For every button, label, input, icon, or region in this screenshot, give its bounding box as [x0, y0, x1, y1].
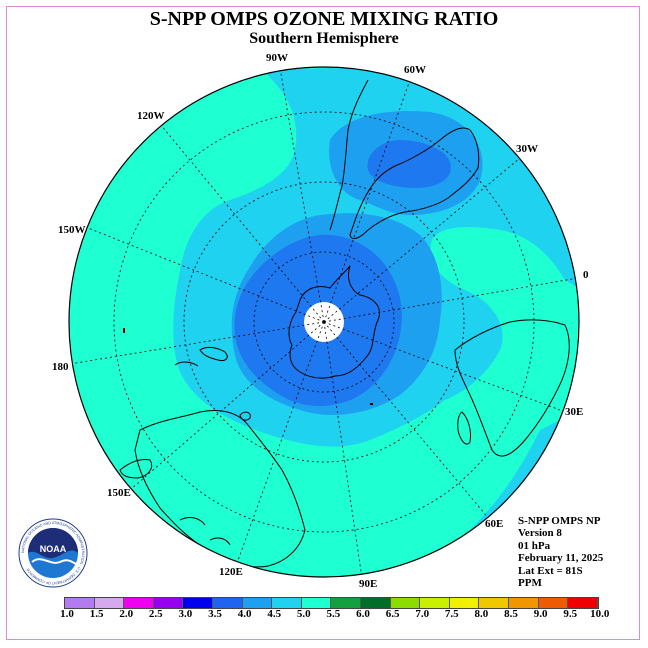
colorbar-tick-label: 8.0	[474, 608, 489, 620]
antarctica-coast	[288, 265, 380, 379]
colorbar-swatch	[183, 598, 213, 608]
longitude-label-150w: 150W	[58, 224, 86, 236]
coastlines	[119, 79, 570, 568]
latitude-lines	[113, 111, 535, 533]
indonesia	[179, 517, 231, 546]
map-boundary	[68, 66, 580, 578]
colorbar-tick-label: 8.5	[504, 608, 518, 620]
image-frame	[6, 6, 640, 640]
colorbar-tick-label: 1.0	[60, 608, 74, 620]
longitude-label-90e: 90E	[359, 578, 378, 590]
map-subtitle: Southern Hemisphere	[249, 30, 399, 47]
colorbar-swatch	[538, 598, 569, 608]
longitude-label-90w: 90W	[266, 52, 288, 64]
noaa-logo: NOAA NATIONAL OCEANIC AND ATMOSPHERIC AD…	[18, 518, 88, 588]
colorbar-swatch	[153, 598, 184, 608]
colorbar-tick-label: 6.5	[385, 608, 400, 620]
colorbar-tick-label: 7.0	[415, 608, 430, 620]
pressure-level-label: 01 hPa	[518, 539, 551, 552]
colorbar-tick-label: 10.0	[590, 608, 610, 620]
colorbar-tick-label: 4.5	[267, 608, 282, 620]
colorbar	[64, 597, 599, 609]
map-title: S-NPP OMPS OZONE MIXING RATIO	[149, 8, 499, 30]
tasmania	[239, 411, 251, 421]
colorbar-swatch	[449, 598, 480, 608]
colorbar-swatch	[479, 598, 509, 608]
longitude-label-150e: 150E	[107, 487, 131, 499]
colorbar-tick-label: 6.0	[356, 608, 370, 620]
ozone-field	[69, 67, 579, 577]
new-zealand-north	[199, 346, 228, 361]
colorbar-swatch	[331, 598, 361, 608]
africa-coast	[454, 319, 570, 457]
colorbar-tick-label: 7.5	[444, 608, 459, 620]
colorbar-tick-label: 9.5	[563, 608, 578, 620]
madagascar	[457, 411, 471, 445]
colorbar-swatch	[212, 598, 243, 608]
colorbar-labels: 1.0 1.5 2.0 2.5 3.0 3.5 4.0 4.5 5.0 5.5 6.0 6.5 7.0 7…	[52, 608, 612, 622]
colorbar-swatch	[242, 598, 273, 608]
colorbar-tick-label: 3.5	[208, 608, 222, 620]
longitude-label-0: 0	[583, 269, 589, 281]
latitude-extent-label: Lat Ext = 81S	[518, 564, 583, 577]
new-guinea	[119, 459, 153, 479]
colorbar-tick-label: 2.5	[148, 608, 163, 620]
band-3-5	[367, 140, 451, 188]
units-label: PPM	[518, 577, 542, 590]
version-label: Version 8	[518, 527, 562, 540]
colorbar-swatch	[124, 598, 154, 608]
longitude-label-120e: 120E	[219, 566, 243, 578]
colorbar-tick-label: 5.0	[296, 608, 311, 620]
colorbar-swatch	[568, 598, 598, 608]
small-islands	[123, 328, 373, 405]
instrument-label: S-NPP OMPS NP	[518, 515, 601, 527]
colorbar-tick-label: 2.0	[119, 608, 134, 620]
colorbar-swatch	[301, 598, 332, 608]
meridian-lines	[69, 67, 579, 577]
longitude-label-60e: 60E	[485, 518, 504, 530]
colorbar-tick-label: 9.0	[533, 608, 548, 620]
longitude-label-60w: 60W	[404, 64, 426, 76]
australia-coast	[134, 410, 306, 568]
colorbar-swatch	[360, 598, 391, 608]
colorbar-tick-label: 1.5	[89, 608, 104, 620]
longitude-label-180: 180	[52, 361, 69, 373]
longitude-label-30e: 30E	[565, 406, 584, 418]
colorbar-swatch	[508, 598, 539, 608]
date-label: February 11, 2025	[518, 552, 604, 565]
colorbar-tick-label: 3.0	[178, 608, 193, 620]
logo-wordmark: NOAA	[40, 544, 67, 554]
colorbar-swatch	[390, 598, 421, 608]
colorbar-swatch	[272, 598, 302, 608]
colorbar-swatch	[94, 598, 125, 608]
south-america-coast	[349, 127, 480, 240]
new-zealand-south	[174, 361, 199, 367]
colorbar-swatch	[65, 598, 95, 608]
longitude-label-30w: 30W	[516, 143, 538, 155]
longitude-label-120w: 120W	[137, 110, 165, 122]
metadata-block: S-NPP OMPS NP Version 8 01 hPa February …	[518, 515, 603, 589]
colorbar-tick-label: 4.0	[237, 608, 252, 620]
colorbar-swatch	[420, 598, 450, 608]
south-america-west	[329, 79, 369, 231]
colorbar-tick-label: 5.5	[326, 608, 341, 620]
